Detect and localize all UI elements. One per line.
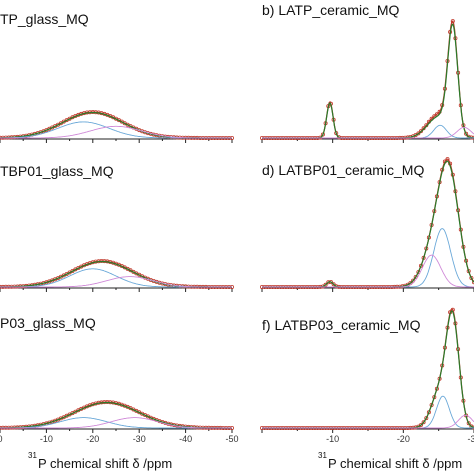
panel-a-title: TP_glass_MQ: [0, 11, 89, 27]
panel-e-tick-label: -20: [86, 434, 99, 444]
panel-f-tick-label: -10: [326, 434, 339, 444]
panel-e: P03_glass_MQ 0 -10 -20 -30 -40 -50: [0, 315, 239, 444]
panel-e-tick-label: -50: [225, 434, 238, 444]
panel-f-series-component-3: [262, 414, 474, 429]
panel-d-data-point: [331, 282, 336, 287]
left-xlabel-superscript: 31: [28, 451, 37, 460]
panel-d-series-component-2: [262, 228, 474, 288]
panel-e-series-component-2: [0, 417, 232, 429]
panel-f-title: f) LATBP03_ceramic_MQ: [262, 317, 421, 333]
panel-b-data-point: [450, 19, 455, 24]
panel-d-series-component-3: [262, 254, 474, 288]
panel-b-data-point: [464, 131, 469, 136]
panel-c-title: TBP01_glass_MQ: [0, 163, 114, 179]
panel-e-tick-label: -30: [133, 434, 146, 444]
panel-b-data-point: [418, 129, 423, 134]
panel-f-tick-label: -20: [397, 434, 410, 444]
panels-layer: TP_glass_MQ b) LATP_ceramic_MQ TBP01_glass…: [0, 2, 474, 444]
panel-f-series-component-2: [262, 395, 474, 429]
panel-d-title: d) LATBP01_ceramic_MQ: [262, 162, 424, 178]
panel-b-series-experimental-0: [262, 20, 474, 139]
panel-c: TBP01_glass_MQ: [0, 163, 234, 292]
panel-e-tick-label: 0: [0, 434, 3, 444]
panel-b: b) LATP_ceramic_MQ: [259, 2, 474, 143]
panel-f-data-point: [424, 416, 429, 421]
panel-b-title: b) LATP_ceramic_MQ: [262, 2, 400, 18]
panel-c-series-component-3: [0, 276, 232, 288]
panel-b-series-component-3: [262, 126, 474, 139]
panel-d-data-point: [469, 275, 474, 280]
panel-d: d) LATBP01_ceramic_MQ: [259, 157, 474, 292]
panel-f-data-point: [466, 421, 471, 426]
panel-a: TP_glass_MQ: [0, 11, 234, 143]
panel-f-tick-label: -30: [467, 434, 474, 444]
panel-f: f) LATBP03_ceramic_MQ -10 -20 -30: [259, 307, 474, 444]
panel-e-series-component-3: [0, 417, 232, 429]
panel-a-series-component-2: [0, 121, 232, 139]
panel-f-data-point: [421, 420, 426, 425]
panel-e-title: P03_glass_MQ: [0, 315, 96, 331]
panel-d-series-experimental-0: [262, 158, 474, 288]
right-xlabel: P chemical shift δ /ppm: [328, 456, 462, 471]
left-xlabel: P chemical shift δ /ppm: [38, 456, 172, 471]
panel-f-data-point: [418, 422, 423, 427]
panel-b-data-point: [416, 131, 421, 136]
panel-a-series-fit-total-1: [0, 112, 232, 139]
panel-e-tick-label: -40: [179, 434, 192, 444]
panel-b-series-fit-total-1: [262, 23, 474, 139]
panel-a-series-component-3: [0, 125, 232, 139]
panel-d-series-fit-total-1: [262, 160, 474, 288]
right-xlabel-superscript: 31: [318, 451, 327, 460]
panel-d-data-point: [323, 282, 328, 287]
panel-e-tick-label: -10: [40, 434, 53, 444]
